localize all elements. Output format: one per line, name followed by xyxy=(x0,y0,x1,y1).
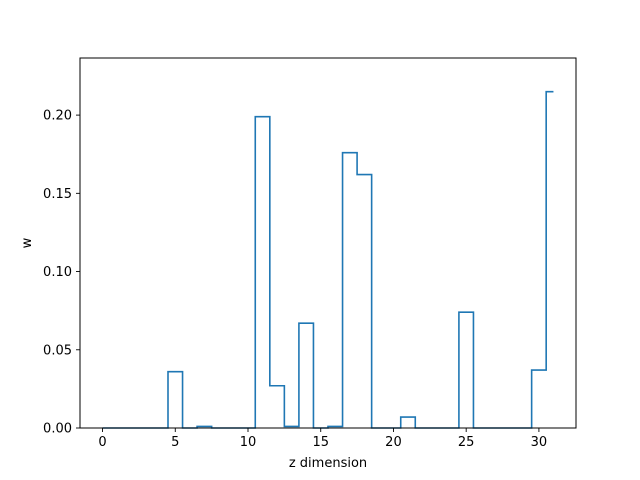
x-tick-label: 25 xyxy=(458,435,475,450)
y-tick-label: 0.10 xyxy=(43,265,72,280)
x-tick-label: 0 xyxy=(98,435,106,450)
y-tick-label: 0.05 xyxy=(43,343,72,358)
x-tick-label: 20 xyxy=(385,435,402,450)
y-tick-label: 0.20 xyxy=(43,109,72,124)
x-tick-label: 30 xyxy=(531,435,548,450)
y-axis-label: w xyxy=(20,237,35,248)
x-tick-label: 5 xyxy=(171,435,179,450)
x-tick-label: 10 xyxy=(240,435,257,450)
y-tick-label: 0.15 xyxy=(43,187,72,202)
plot-frame xyxy=(79,57,577,429)
y-axis-ticks: 0.00 0.05 0.10 0.15 0.20 xyxy=(43,109,80,437)
x-axis-ticks: 0 5 10 15 20 25 30 xyxy=(98,428,547,450)
y-tick-label: 0.00 xyxy=(43,422,72,437)
x-axis-label: z dimension xyxy=(289,456,367,471)
x-tick-label: 15 xyxy=(312,435,329,450)
plot-area xyxy=(80,58,576,428)
